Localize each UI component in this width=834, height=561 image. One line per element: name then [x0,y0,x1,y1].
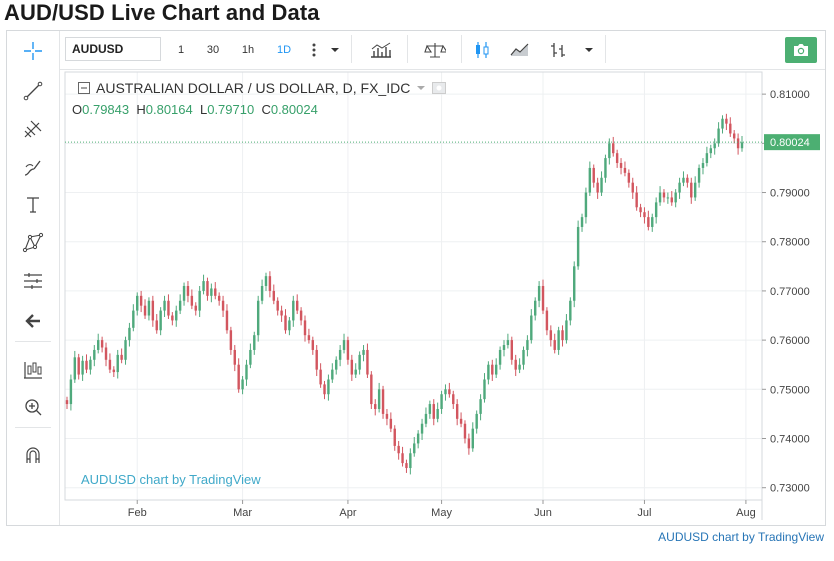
zoom-tool[interactable] [7,391,59,423]
open-value: 0.79843 [82,102,130,117]
camera-icon [794,44,808,56]
chart-top-toolbar: AUDUSD 1 30 1h 1D [59,31,825,70]
toolbar-divider [605,35,606,63]
chart-legend-title-row: AUSTRALIAN DOLLAR / US DOLLAR, D, FX_IDC [78,80,447,96]
more-intervals-button[interactable] [305,37,323,61]
chart-watermark: AUDUSD chart by TradingView [81,472,261,487]
dropdown-arrow-icon [331,48,339,52]
magnet-tool[interactable] [7,439,59,471]
pitchfork-icon [24,120,42,138]
compare-button[interactable] [415,37,455,61]
tradingview-attribution-link[interactable]: AUDUSD chart by TradingView [658,530,824,544]
legend-dropdown-icon[interactable] [416,85,426,91]
text-tool[interactable] [7,189,59,221]
toolbar-divider [351,35,352,63]
interval-30-button[interactable]: 30 [206,44,220,56]
trend-line-icon [23,81,43,101]
pitchfork-tool[interactable] [7,113,59,145]
magnet-icon [26,447,40,463]
chart-legend-title: AUSTRALIAN DOLLAR / US DOLLAR, D, FX_IDC [96,80,411,96]
indicators-button[interactable] [361,37,401,61]
more-vert-icon [312,43,316,57]
symbol-search-input[interactable]: AUDUSD [65,37,161,61]
low-label: L [199,102,208,117]
bars-icon [551,43,565,57]
back-tool[interactable] [7,305,59,337]
measure-tool[interactable] [7,265,59,297]
chart-properties-tool[interactable] [7,353,59,385]
trend-line-tool[interactable] [7,75,59,107]
text-icon [27,197,39,213]
interval-1d-button[interactable]: 1D [276,44,292,56]
close-label: C [261,102,271,117]
interval-1-button[interactable]: 1 [177,44,185,56]
area-icon [510,43,529,56]
compare-icon [424,43,449,58]
pattern-icon [22,232,44,253]
toolbar-divider [15,427,51,428]
ohlc-values: O0.79843 H0.80164 L0.79710 C0.80024 [72,102,318,117]
low-value: 0.79710 [207,102,255,117]
collapse-legend-icon[interactable] [78,82,90,94]
candles-icon [476,42,489,58]
chart-properties-icon [24,362,42,379]
toolbar-divider [461,35,462,63]
toolbar-divider [407,35,408,63]
page-title: AUD/USD Live Chart and Data [4,0,320,25]
pattern-tool[interactable] [7,227,59,259]
drawing-toolbar [7,31,60,525]
dropdown-arrow-icon [585,48,593,52]
camera-icon[interactable] [432,82,447,94]
interval-dropdown-button[interactable] [325,37,345,61]
open-label: O [72,102,83,117]
measure-icon [24,273,42,289]
high-value: 0.80164 [145,102,193,117]
brush-icon [24,160,41,176]
brush-tool[interactable] [7,151,59,183]
interval-1h-button[interactable]: 1h [241,44,255,56]
area-style-button[interactable] [503,37,537,61]
back-arrow-icon [25,314,40,328]
close-value: 0.80024 [270,102,318,117]
candles-style-button[interactable] [465,37,499,61]
crosshair-tool[interactable] [7,35,59,67]
bars-style-button[interactable] [541,37,575,61]
zoom-icon [25,399,42,416]
style-dropdown-button[interactable] [579,37,599,61]
crosshair-icon [24,42,42,60]
indicators-icon [371,42,391,58]
high-label: H [136,102,146,117]
toolbar-divider [15,341,51,342]
snapshot-button[interactable] [785,37,817,63]
